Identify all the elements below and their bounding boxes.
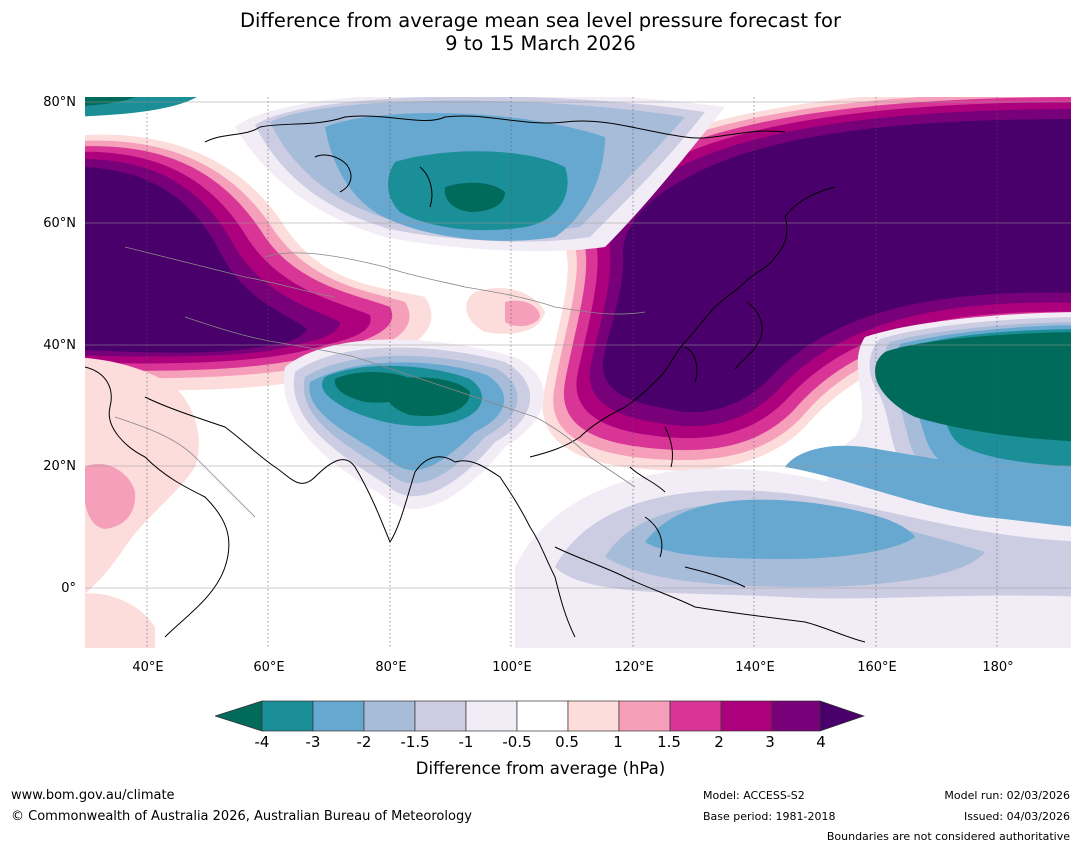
colorbar-segment-m05-05: [516, 700, 569, 732]
colorbar-segment-m4-m3: [261, 700, 314, 732]
colorbar-tick: 2: [714, 733, 724, 751]
anomaly-negative-tibet: [283, 339, 544, 509]
colorbar-tick: 4: [816, 733, 826, 751]
colorbar-segment-gt-4: [819, 700, 865, 732]
footer-website: www.bom.gov.au/climate: [11, 788, 175, 803]
anomaly-positive-east-asia: [542, 97, 1071, 471]
colorbar: [215, 700, 865, 732]
lat-label-20n: 20°N: [43, 459, 76, 474]
anomaly-positive-northwest: [85, 134, 432, 391]
colorbar-segment-m1-m05: [465, 700, 518, 732]
lon-label-120e: 120°E: [614, 660, 654, 675]
colorbar-segment-p1-15: [618, 700, 671, 732]
colorbar-tick: 0.5: [555, 733, 579, 751]
colorbar-tick: 1.5: [657, 733, 681, 751]
colorbar-segment-p05-1: [567, 700, 620, 732]
colorbar-segment-m15-m1: [414, 700, 467, 732]
lon-label-40e: 40°E: [132, 660, 164, 675]
colorbar-segment-lt-minus4: [215, 700, 263, 732]
colorbar-tick: -1: [458, 733, 474, 751]
title-line-2: 9 to 15 March 2026: [445, 32, 636, 55]
latitude-gridlines: [85, 101, 1071, 589]
lon-label-60e: 60°E: [253, 660, 285, 675]
lon-label-140e: 140°E: [735, 660, 775, 675]
footer-copyright: © Commonwealth of Australia 2026, Austra…: [11, 809, 472, 824]
footer-model-run: Model run: 02/03/2026: [944, 789, 1070, 802]
anomaly-positive-central-asia: [466, 288, 545, 334]
colorbar-segment-m2-m15: [363, 700, 416, 732]
colorbar-tick: 1: [613, 733, 623, 751]
title-line-1: Difference from average mean sea level p…: [240, 9, 841, 32]
anomaly-negative-siberia: [85, 97, 725, 252]
colorbar-tick: -3: [305, 733, 321, 751]
lat-label-0: 0°: [61, 581, 76, 596]
colorbar-segment-p15-2: [669, 700, 722, 732]
colorbar-label: Difference from average (hPa): [415, 759, 666, 778]
map-svg: [85, 97, 1071, 648]
colorbar-tick: -0.5: [502, 733, 532, 751]
chart-title: Difference from average mean sea level p…: [0, 9, 1081, 55]
lon-label-180: 180°: [982, 660, 1014, 675]
pressure-anomaly-map: [85, 97, 1071, 648]
colorbar-tick: -1.5: [400, 733, 430, 751]
footer-issued: Issued: 04/03/2026: [963, 810, 1070, 823]
lon-label-100e: 100°E: [492, 660, 532, 675]
coastlines: [85, 115, 866, 643]
colorbar-tick: -2: [356, 733, 372, 751]
lat-label-40n: 40°N: [43, 338, 76, 353]
colorbar-tick: -4: [254, 733, 270, 751]
footer-model: Model: ACCESS-S2: [703, 789, 805, 802]
colorbar-tick: 3: [765, 733, 775, 751]
footer-boundaries-note: Boundaries are not considered authoritat…: [826, 830, 1070, 843]
country-borders: [114, 246, 646, 518]
lat-label-60n: 60°N: [43, 216, 76, 231]
colorbar-segment-p3-4: [771, 700, 821, 732]
colorbar-segment-m3-m2: [312, 700, 365, 732]
lat-label-80n: 80°N: [43, 95, 76, 110]
lon-label-80e: 80°E: [375, 660, 407, 675]
footer-base-period: Base period: 1981-2018: [703, 810, 836, 823]
anomaly-positive-arabia: [85, 357, 199, 648]
colorbar-segment-p2-3: [720, 700, 773, 732]
lon-label-160e: 160°E: [857, 660, 897, 675]
